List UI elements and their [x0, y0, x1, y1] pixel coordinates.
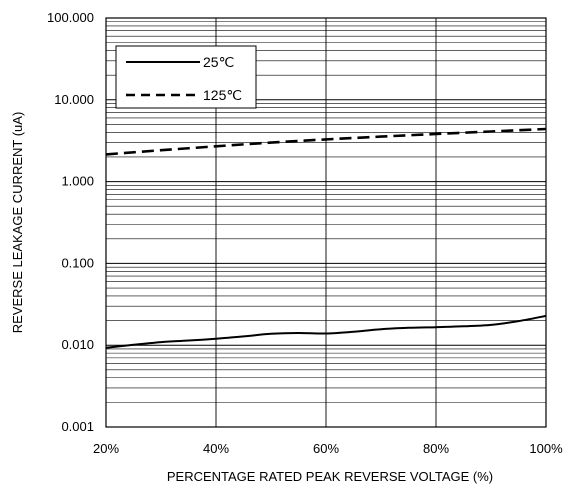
legend-label-125c: 125℃: [203, 87, 242, 103]
series-line-125c: [105, 127, 547, 156]
y-tick-label: 0.001: [61, 419, 94, 434]
y-tick-labels: 0.001 0.010 0.100 1.000 10.000 100.000: [47, 10, 94, 434]
legend-box: [115, 45, 257, 109]
x-tick-label: 60%: [313, 441, 339, 456]
x-tick-label: 80%: [423, 441, 449, 456]
x-tick-label: 100%: [529, 441, 563, 456]
y-tick-label: 0.010: [61, 337, 94, 352]
y-axis-title: REVERSE LEAKAGE CURRENT (uA): [10, 112, 25, 334]
legend: 25℃ 125℃: [115, 45, 257, 109]
legend-label-25c: 25℃: [203, 54, 234, 70]
y-tick-label: 1.000: [61, 174, 94, 189]
x-tick-label: 40%: [203, 441, 229, 456]
series-layer: [105, 127, 547, 349]
x-tick-label: 20%: [93, 441, 119, 456]
y-tick-label: 100.000: [47, 10, 94, 25]
plot-frame: [105, 17, 547, 428]
y-tick-label: 0.100: [61, 255, 94, 270]
x-tick-labels: 20% 40% 60% 80% 100%: [93, 441, 563, 456]
x-axis-title: PERCENTAGE RATED PEAK REVERSE VOLTAGE (%…: [167, 469, 493, 484]
y-tick-label: 10.000: [54, 92, 94, 107]
series-line-25c: [105, 314, 547, 349]
